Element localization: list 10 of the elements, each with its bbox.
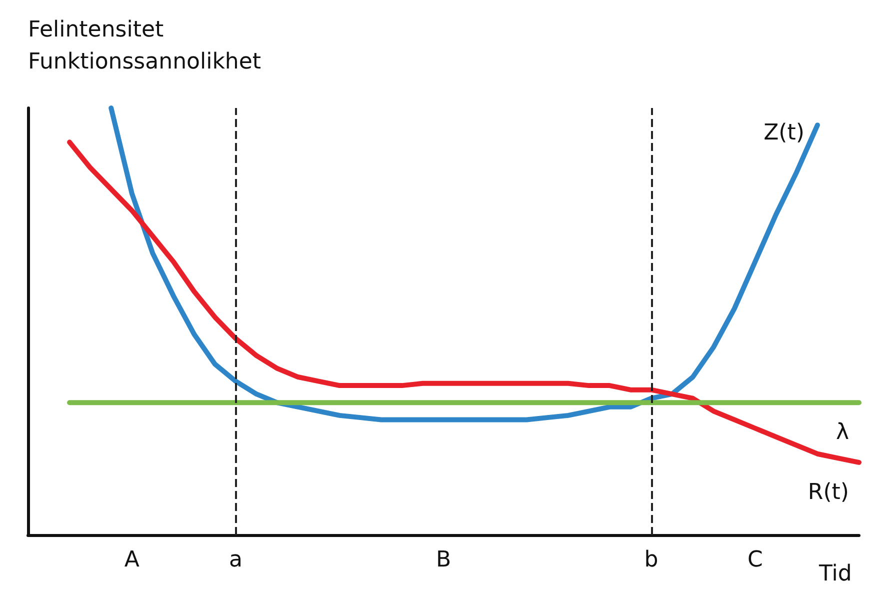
x-tick-label: b [644, 548, 658, 572]
x-tick-label: C [747, 548, 763, 572]
x-axis-title: Tid [818, 562, 852, 586]
x-tick-label: A [124, 548, 140, 572]
x-tick-label: a [229, 548, 242, 572]
series-label: Z(t) [764, 120, 804, 146]
series-label: R(t) [808, 480, 849, 505]
y-axis-title: Felintensitet Funktionssannolikhet [28, 18, 262, 74]
x-tick-label: B [436, 548, 452, 572]
series-label: λ [836, 420, 849, 446]
